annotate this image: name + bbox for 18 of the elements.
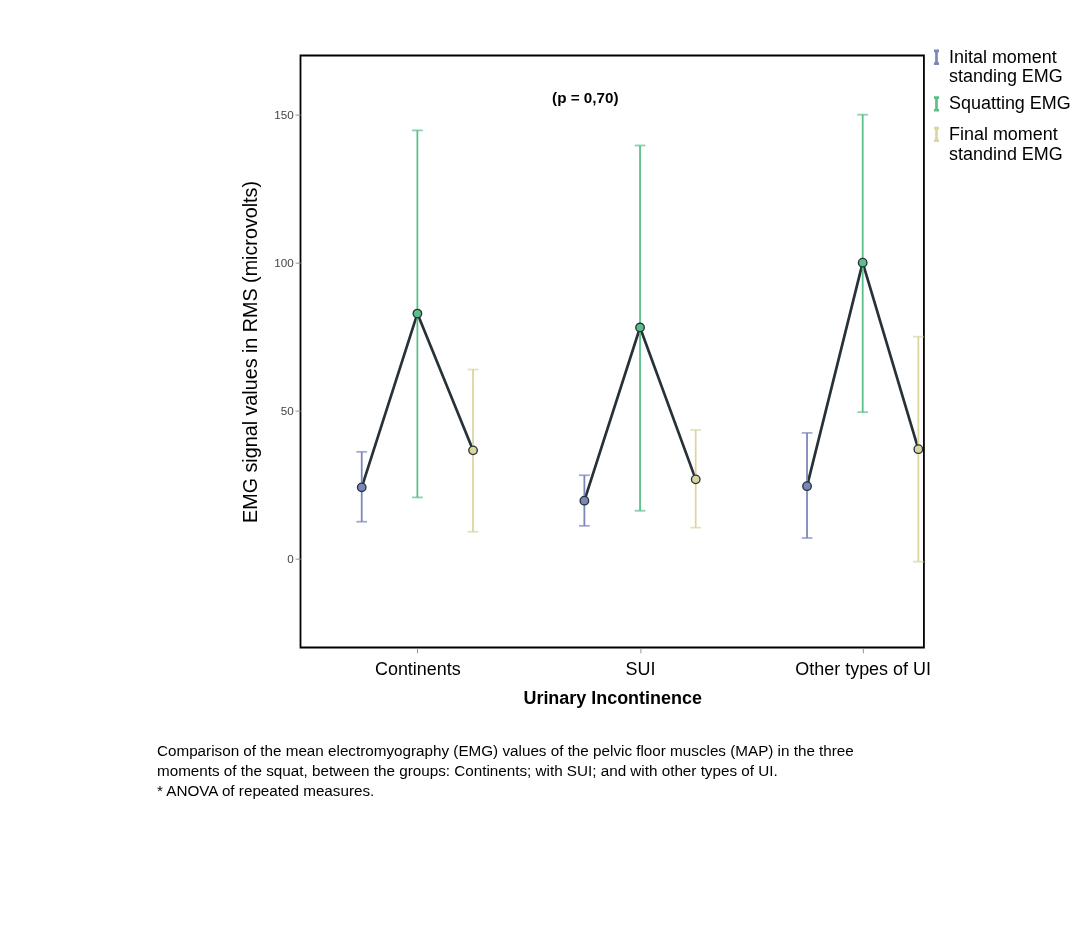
x-tick-label: SUI xyxy=(625,658,656,679)
y-axis-title: EMG signal values in RMS (microvolts) xyxy=(239,181,262,523)
y-tick-label: 0 xyxy=(287,551,295,565)
point xyxy=(802,481,812,492)
x-tick-label: Continents xyxy=(374,658,461,679)
text: * ANOVA of repeated measures. xyxy=(156,781,375,799)
legend-label: Final moment standind EMG xyxy=(949,123,1063,164)
text: Comparison of the mean electromyography (EMG) values of the pelvic floor muscles (MAP) in the three moments of the squat, between the groups: Continents; with SUI; and with other types of UI. xyxy=(156,742,854,779)
x-tick-label: Other types of UI xyxy=(795,658,931,679)
x-axis-title: Urinary Incontinence xyxy=(523,687,702,708)
legend-label: Inital moment standing EMG xyxy=(949,46,1063,87)
legend-label: Squatting EMG xyxy=(949,93,1071,114)
point xyxy=(857,257,868,268)
annotation: (p = 0,70) xyxy=(552,89,619,107)
point xyxy=(913,444,924,455)
y-tick-label: 100 xyxy=(274,255,295,269)
y-tick-label: 50 xyxy=(280,403,295,417)
y-tick-label: 150 xyxy=(274,107,295,121)
